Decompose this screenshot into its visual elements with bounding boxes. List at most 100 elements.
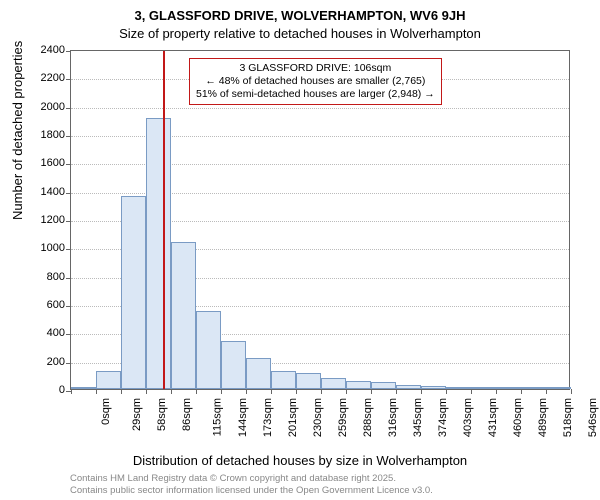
x-tick-label: 489sqm [537, 398, 549, 437]
x-tick-label: 0sqm [100, 398, 112, 425]
y-tick [66, 221, 71, 222]
histogram-bar [171, 242, 196, 389]
x-tick [321, 389, 322, 394]
y-tick [66, 136, 71, 137]
x-tick [546, 389, 547, 394]
histogram-bar [496, 387, 521, 389]
annotation-line2: ← 48% of detached houses are smaller (2,… [196, 75, 435, 88]
x-tick-label: 259sqm [337, 398, 349, 437]
x-tick-label: 546sqm [587, 398, 599, 437]
histogram-bar [71, 387, 96, 389]
y-tick-label: 2000 [25, 101, 65, 113]
gridline [71, 108, 569, 109]
histogram-bar [321, 378, 346, 389]
histogram-bar [371, 382, 396, 389]
histogram-bar [421, 386, 446, 389]
x-tick-label: 115sqm [211, 398, 223, 436]
x-tick-label: 518sqm [562, 398, 574, 437]
histogram-bar [471, 387, 496, 389]
histogram-bar [546, 387, 571, 389]
histogram-bar [146, 118, 171, 389]
annotation-line3: 51% of semi-detached houses are larger (… [196, 88, 435, 101]
x-tick-label: 29sqm [131, 398, 143, 431]
x-tick [421, 389, 422, 394]
y-tick [66, 51, 71, 52]
x-tick [446, 389, 447, 394]
histogram-bar [296, 373, 321, 389]
histogram-bar [121, 196, 146, 389]
property-marker-line [163, 51, 165, 389]
histogram-bar [396, 385, 421, 389]
y-tick-label: 0 [25, 384, 65, 396]
x-tick [346, 389, 347, 394]
annotation-line1: 3 GLASSFORD DRIVE: 106sqm [196, 62, 435, 75]
chart-title-line2: Size of property relative to detached ho… [0, 26, 600, 41]
y-tick [66, 249, 71, 250]
y-tick-label: 1600 [25, 157, 65, 169]
x-tick [221, 389, 222, 394]
y-axis-label: Number of detached properties [10, 41, 25, 220]
x-tick [121, 389, 122, 394]
y-tick [66, 363, 71, 364]
x-tick-label: 58sqm [156, 398, 168, 431]
y-tick-label: 600 [25, 299, 65, 311]
y-tick [66, 164, 71, 165]
histogram-bar [346, 381, 371, 389]
x-tick [96, 389, 97, 394]
y-tick [66, 278, 71, 279]
chart-title-line1: 3, GLASSFORD DRIVE, WOLVERHAMPTON, WV6 9… [0, 8, 600, 23]
x-tick [471, 389, 472, 394]
y-tick-label: 1800 [25, 129, 65, 141]
x-tick-label: 173sqm [262, 398, 274, 437]
histogram-bar [446, 387, 471, 389]
x-tick [371, 389, 372, 394]
histogram-bar [196, 311, 221, 389]
x-tick [396, 389, 397, 394]
histogram-bar [246, 358, 271, 389]
x-tick-label: 460sqm [512, 398, 524, 437]
footer-line2: Contains public sector information licen… [70, 485, 433, 496]
y-tick-label: 1400 [25, 186, 65, 198]
y-tick [66, 79, 71, 80]
plot-area: 3 GLASSFORD DRIVE: 106sqm← 48% of detach… [70, 50, 570, 390]
x-tick-label: 86sqm [181, 398, 193, 431]
x-tick [171, 389, 172, 394]
y-tick-label: 800 [25, 271, 65, 283]
x-tick [521, 389, 522, 394]
y-tick [66, 334, 71, 335]
x-tick-label: 144sqm [237, 398, 249, 437]
x-tick [296, 389, 297, 394]
x-tick [196, 389, 197, 394]
histogram-bar [221, 341, 246, 389]
x-tick [571, 389, 572, 394]
histogram-bar [271, 371, 296, 389]
x-tick-label: 345sqm [412, 398, 424, 437]
y-tick-label: 1000 [25, 242, 65, 254]
y-tick-label: 200 [25, 356, 65, 368]
y-tick-label: 400 [25, 327, 65, 339]
y-tick [66, 306, 71, 307]
x-tick-label: 403sqm [462, 398, 474, 437]
x-tick-label: 201sqm [287, 398, 299, 437]
x-tick [146, 389, 147, 394]
y-tick-label: 1200 [25, 214, 65, 226]
x-axis-label: Distribution of detached houses by size … [0, 453, 600, 468]
x-tick [71, 389, 72, 394]
histogram-bar [96, 371, 121, 389]
footer-line1: Contains HM Land Registry data © Crown c… [70, 473, 433, 484]
annotation-box: 3 GLASSFORD DRIVE: 106sqm← 48% of detach… [189, 58, 442, 105]
histogram-bar [521, 387, 546, 389]
x-tick-label: 431sqm [487, 398, 499, 437]
x-tick-label: 316sqm [387, 398, 399, 437]
y-tick-label: 2200 [25, 72, 65, 84]
footer-attribution: Contains HM Land Registry data © Crown c… [70, 473, 433, 496]
y-tick [66, 193, 71, 194]
x-tick-label: 230sqm [312, 398, 324, 437]
x-tick [246, 389, 247, 394]
x-tick [496, 389, 497, 394]
y-tick [66, 108, 71, 109]
x-tick-label: 374sqm [437, 398, 449, 437]
x-tick [271, 389, 272, 394]
property-size-histogram: 3, GLASSFORD DRIVE, WOLVERHAMPTON, WV6 9… [0, 0, 600, 500]
x-tick-label: 288sqm [362, 398, 374, 437]
